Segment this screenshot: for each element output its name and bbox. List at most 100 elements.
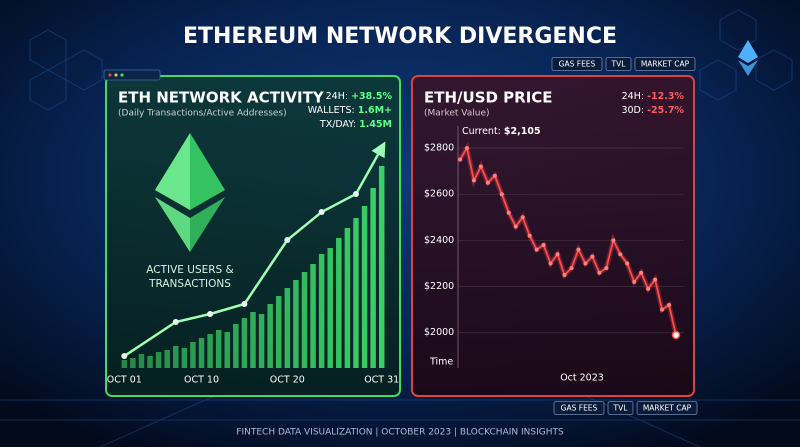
stat-label: WALLETS:	[308, 105, 355, 116]
price-marker	[464, 146, 469, 151]
stat-value: +38.5%	[351, 91, 392, 102]
price-marker	[541, 243, 546, 247]
button[interactable]: TVL	[605, 57, 632, 71]
button-label[interactable]: GAS FEES	[559, 60, 596, 69]
button[interactable]: TVL	[607, 401, 634, 415]
page-title: ETHEREUM NETWORK DIVERGENCE	[183, 24, 617, 49]
bar	[267, 304, 273, 368]
bar	[293, 280, 299, 368]
price-marker	[597, 270, 602, 275]
price-marker	[604, 266, 609, 271]
y-tick-label: $2800	[424, 143, 454, 154]
trend-marker	[241, 301, 248, 307]
bar	[121, 360, 128, 368]
bar	[173, 346, 179, 368]
price-marker	[520, 215, 525, 220]
y-tick-label: $2400	[424, 235, 454, 246]
price-marker	[548, 261, 553, 266]
price-marker	[569, 266, 574, 271]
trend-marker	[172, 319, 179, 325]
stat: 24H: +38.5%	[326, 91, 393, 102]
bar	[138, 354, 145, 368]
price-marker	[660, 307, 665, 312]
button[interactable]: MARKET CAP	[636, 401, 698, 415]
price-marker	[590, 254, 595, 259]
x-tick-label: OCT 10	[184, 375, 219, 386]
bar	[275, 296, 282, 368]
stat: 24H: -12.3%	[622, 91, 685, 102]
axis-title: Time	[429, 357, 453, 368]
trend-marker	[284, 237, 291, 243]
button[interactable]: GAS FEES	[551, 57, 603, 71]
button-frame[interactable]	[636, 401, 698, 415]
stat-label: 30D:	[621, 105, 644, 116]
price-marker	[534, 247, 539, 252]
button[interactable]: MARKET CAP	[634, 57, 696, 71]
bar	[233, 324, 239, 368]
bar	[250, 312, 256, 368]
trend-line	[123, 141, 386, 358]
stat-label: TX/DAY:	[319, 119, 356, 130]
price-marker	[458, 157, 462, 162]
bar	[370, 188, 376, 368]
stat-value: 1.6M+	[358, 105, 392, 116]
stat-label: 24H:	[326, 91, 348, 102]
price-marker	[513, 224, 518, 229]
bar	[190, 342, 196, 368]
price-marker	[485, 180, 490, 185]
button-frame[interactable]	[551, 57, 603, 71]
stat: WALLETS: 1.6M+	[308, 105, 392, 116]
eth-logo	[155, 133, 225, 252]
price-marker	[499, 192, 504, 197]
button-label[interactable]: MARKET CAP	[641, 60, 690, 69]
button-frame[interactable]	[634, 57, 696, 71]
annotation-value: $2,105	[504, 126, 541, 137]
trend-marker	[318, 209, 325, 215]
price-marker	[653, 277, 658, 282]
annotation: ACTIVE USERS &	[146, 264, 233, 276]
bar	[301, 272, 308, 368]
footer: FINTECH DATA VISUALIZATION | OCTOBER 202…	[236, 428, 564, 438]
bar	[198, 338, 205, 368]
panel-title: ETH NETWORK ACTIVITY	[118, 89, 325, 107]
price-marker	[562, 273, 567, 277]
x-axis-label: Oct 2023	[560, 373, 604, 384]
button-label[interactable]: TVL	[613, 404, 629, 413]
panel-subtitle: (Daily Transactions/Active Addresses)	[118, 109, 287, 119]
bar	[155, 352, 162, 368]
bar	[318, 254, 325, 368]
price-marker	[632, 279, 637, 284]
trend-marker	[352, 191, 359, 197]
button-frame[interactable]	[605, 57, 632, 71]
bar	[258, 314, 265, 368]
x-tick-label: OCT 31	[364, 375, 399, 386]
y-tick-label: $2000	[424, 327, 454, 338]
button[interactable]: GAS FEES	[553, 401, 605, 415]
button-frame[interactable]	[607, 401, 634, 415]
x-tick-label: OCT 20	[270, 375, 305, 386]
button-label[interactable]: MARKET CAP	[643, 404, 692, 413]
bar	[361, 206, 368, 368]
eth-icon	[738, 40, 758, 76]
price-marker	[492, 173, 497, 178]
price-marker	[639, 270, 644, 275]
trend-marker	[121, 353, 128, 359]
bar	[310, 264, 316, 368]
stat: 30D: -25.7%	[621, 105, 684, 116]
button-label[interactable]: TVL	[611, 60, 627, 69]
panel-subtitle: (Market Value)	[424, 109, 490, 119]
price-marker	[671, 330, 681, 340]
button-label[interactable]: GAS FEES	[561, 404, 598, 413]
panel-title: ETH/USD PRICE	[424, 89, 553, 107]
bar	[224, 332, 231, 368]
price-marker	[576, 247, 581, 252]
button-frame[interactable]	[553, 401, 605, 415]
stat-value: 1.45M	[359, 119, 392, 130]
bar	[241, 318, 248, 368]
x-tick-label: OCT 01	[107, 375, 142, 386]
y-tick-label: $2600	[424, 189, 454, 200]
stat: TX/DAY: 1.45M	[319, 119, 392, 130]
bar	[181, 348, 188, 368]
annotation: Current: $2,105	[462, 126, 541, 137]
annotation-label: Current:	[462, 126, 501, 137]
